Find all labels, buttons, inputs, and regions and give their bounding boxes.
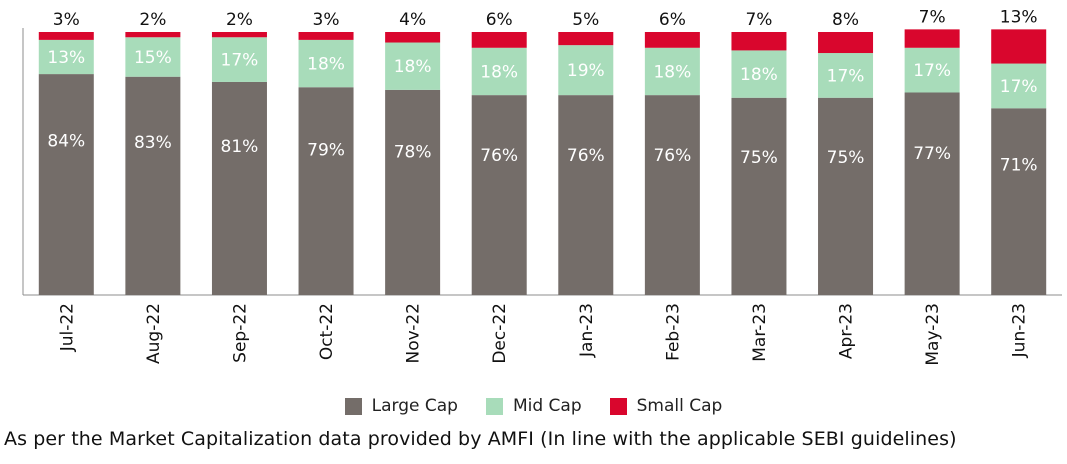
- data-label-mid-cap-sep-22: 17%: [221, 51, 259, 71]
- data-label-large-cap-apr-23: 75%: [827, 148, 865, 168]
- data-label-small-cap-dec-22: 6%: [486, 10, 513, 30]
- bar-mid-cap-dec-22: [471, 47, 527, 96]
- bar-large-cap-oct-22: [298, 87, 354, 295]
- bar-large-cap-apr-23: [818, 97, 874, 295]
- stacked-bar-chart: 84% 13% 3% Jul-22 83% 15% 2% Aug-22 81% 17% 2% Sep-…: [22, 7, 1062, 366]
- legend-swatch-mid-cap: [485, 397, 503, 415]
- bar-small-cap-mar-23: [731, 32, 787, 51]
- legend-swatch-large-cap: [344, 397, 362, 415]
- x-tick-label-jan-23: Jan-23: [577, 303, 597, 358]
- x-tick-label-oct-22: Oct-22: [317, 303, 337, 360]
- bar-large-cap-dec-22: [471, 95, 527, 296]
- bar-mid-cap-jul-22: [38, 39, 94, 75]
- bar-small-cap-dec-22: [471, 32, 527, 48]
- data-label-mid-cap-feb-23: 18%: [653, 62, 691, 82]
- data-label-large-cap-mar-23: 75%: [740, 148, 778, 168]
- x-tick-label-apr-23: Apr-23: [837, 303, 857, 359]
- bar-mid-cap-sep-22: [211, 37, 267, 82]
- bar-mid-cap-oct-22: [298, 39, 354, 88]
- bar-small-cap-aug-22: [125, 32, 181, 38]
- data-label-mid-cap-mar-23: 18%: [740, 65, 778, 85]
- bar-large-cap-aug-22: [125, 76, 181, 296]
- bar-small-cap-nov-22: [385, 32, 441, 43]
- x-tick-label-sep-22: Sep-22: [230, 303, 250, 363]
- data-label-large-cap-oct-22: 79%: [307, 141, 345, 161]
- x-tick-label-aug-22: Aug-22: [144, 303, 164, 364]
- bar-large-cap-feb-23: [644, 95, 700, 296]
- data-label-small-cap-feb-23: 6%: [659, 10, 686, 30]
- data-label-mid-cap-apr-23: 17%: [827, 66, 865, 86]
- bar-large-cap-jun-23: [991, 108, 1047, 296]
- bar-large-cap-jan-23: [558, 95, 614, 296]
- data-label-large-cap-jul-22: 84%: [47, 131, 85, 151]
- legend-label-mid-cap: Mid Cap: [512, 396, 582, 416]
- bar-large-cap-sep-22: [211, 81, 267, 295]
- data-label-large-cap-jan-23: 76%: [567, 146, 605, 166]
- footnote: As per the Market Capitalization data pr…: [4, 428, 957, 450]
- x-tick-label-jul-22: Jul-22: [57, 303, 77, 352]
- data-label-mid-cap-jun-23: 17%: [1000, 77, 1038, 97]
- data-label-mid-cap-jan-23: 19%: [567, 61, 605, 81]
- bar-small-cap-oct-22: [298, 32, 354, 40]
- bar-large-cap-may-23: [904, 92, 960, 296]
- data-label-small-cap-mar-23: 7%: [745, 10, 772, 30]
- data-label-small-cap-sep-22: 2%: [226, 10, 253, 30]
- x-tick-label-mar-23: Mar-23: [750, 303, 770, 362]
- bar-mid-cap-may-23: [904, 47, 960, 93]
- bar-mid-cap-jun-23: [991, 63, 1047, 109]
- data-label-large-cap-jun-23: 71%: [1000, 155, 1038, 175]
- bar-small-cap-jun-23: [991, 29, 1047, 64]
- data-label-small-cap-may-23: 7%: [919, 7, 946, 27]
- chart-legend: Large Cap Mid Cap Small Cap: [0, 394, 1067, 418]
- bar-large-cap-nov-22: [385, 89, 441, 295]
- data-label-small-cap-jul-22: 3%: [53, 10, 80, 30]
- data-label-mid-cap-nov-22: 18%: [394, 57, 432, 77]
- data-label-small-cap-oct-22: 3%: [313, 10, 340, 30]
- x-tick-label-dec-22: Dec-22: [490, 303, 510, 364]
- data-label-large-cap-dec-22: 76%: [480, 146, 518, 166]
- bar-small-cap-may-23: [904, 29, 960, 48]
- bar-mid-cap-feb-23: [644, 47, 700, 96]
- bar-small-cap-apr-23: [818, 32, 874, 54]
- data-label-mid-cap-may-23: 17%: [913, 61, 951, 81]
- data-label-mid-cap-jul-22: 13%: [47, 48, 85, 68]
- bar-mid-cap-nov-22: [385, 42, 441, 90]
- data-label-small-cap-nov-22: 4%: [399, 10, 426, 30]
- bar-small-cap-feb-23: [644, 32, 700, 48]
- bar-mid-cap-mar-23: [731, 50, 787, 98]
- bar-mid-cap-aug-22: [125, 37, 181, 77]
- x-tick-label-may-23: May-23: [923, 303, 943, 366]
- legend-swatch-small-cap: [609, 397, 627, 415]
- bar-large-cap-jul-22: [38, 74, 94, 295]
- bar-mid-cap-apr-23: [818, 53, 874, 98]
- data-label-small-cap-aug-22: 2%: [139, 10, 166, 30]
- data-label-mid-cap-oct-22: 18%: [307, 55, 345, 75]
- data-label-mid-cap-dec-22: 18%: [480, 62, 518, 82]
- data-label-large-cap-sep-22: 81%: [221, 137, 259, 157]
- data-label-large-cap-may-23: 77%: [913, 144, 951, 164]
- bar-large-cap-mar-23: [731, 97, 787, 295]
- bar-small-cap-jul-22: [38, 32, 94, 40]
- bar-small-cap-jan-23: [558, 32, 614, 46]
- data-label-mid-cap-aug-22: 15%: [134, 48, 172, 68]
- data-label-small-cap-apr-23: 8%: [832, 10, 859, 30]
- bar-small-cap-sep-22: [211, 32, 267, 38]
- legend-item-small-cap: Small Cap: [609, 396, 723, 416]
- data-label-large-cap-aug-22: 83%: [134, 133, 172, 153]
- x-tick-label-nov-22: Nov-22: [404, 303, 424, 364]
- legend-item-mid-cap: Mid Cap: [485, 396, 582, 416]
- bar-mid-cap-jan-23: [558, 45, 614, 96]
- data-label-small-cap-jun-23: 13%: [1000, 7, 1038, 27]
- x-tick-label-jun-23: Jun-23: [1010, 303, 1030, 358]
- x-tick-label-feb-23: Feb-23: [663, 303, 683, 361]
- legend-item-large-cap: Large Cap: [344, 396, 458, 416]
- legend-label-large-cap: Large Cap: [371, 396, 458, 416]
- data-label-large-cap-feb-23: 76%: [653, 146, 691, 166]
- legend-label-small-cap: Small Cap: [636, 396, 723, 416]
- data-label-large-cap-nov-22: 78%: [394, 142, 432, 162]
- data-label-small-cap-jan-23: 5%: [572, 10, 599, 30]
